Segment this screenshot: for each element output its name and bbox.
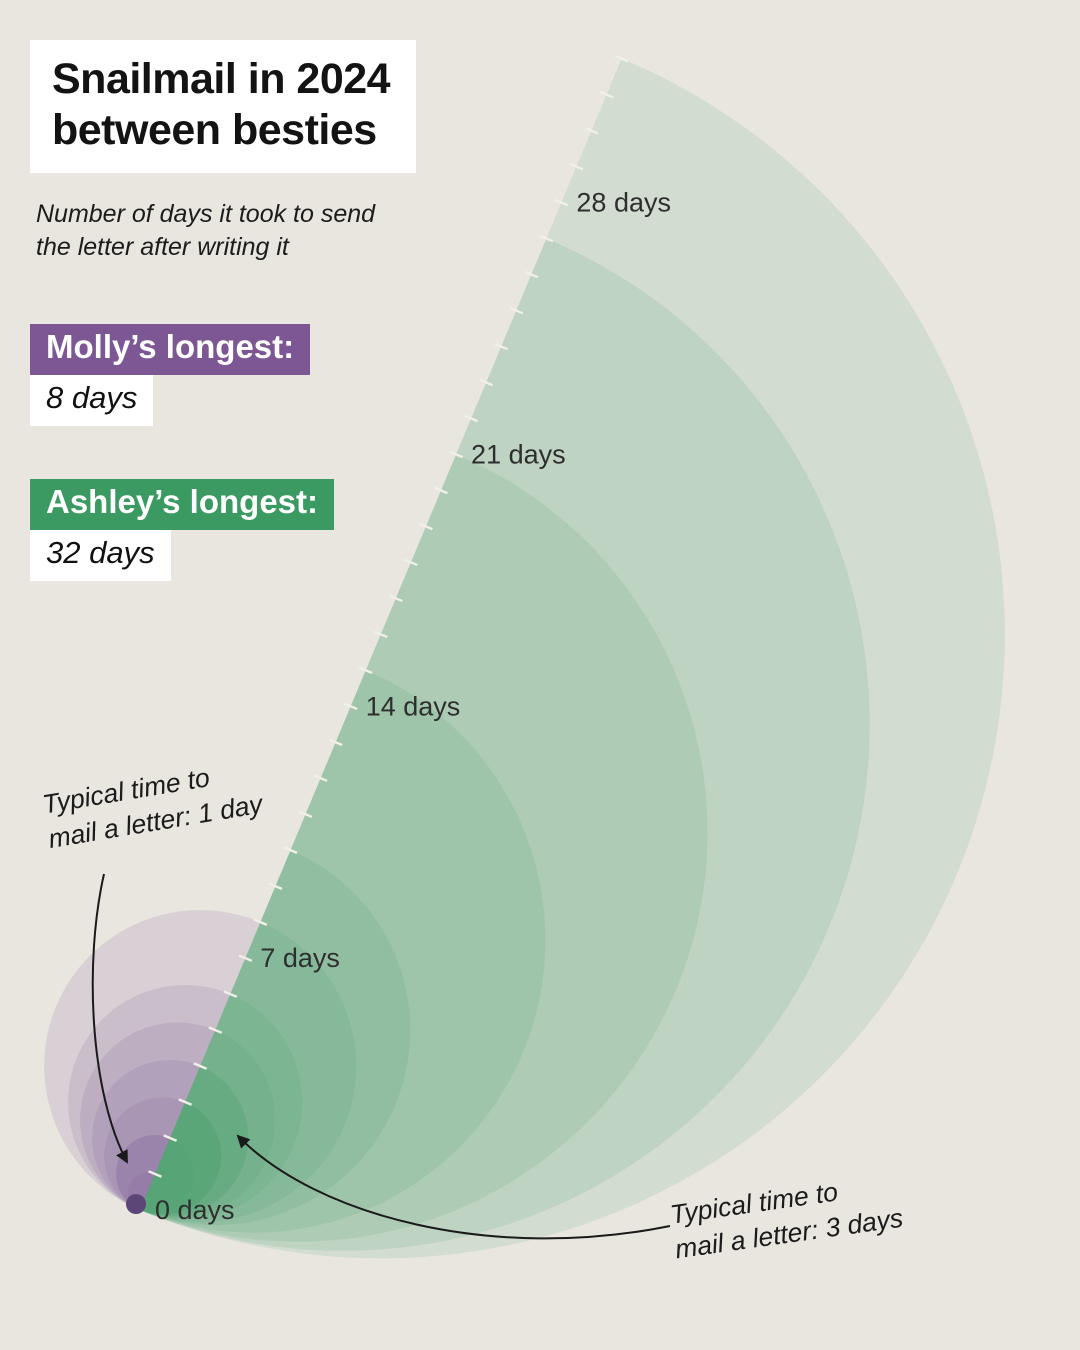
letter-disc-ashley-27d — [140, 238, 870, 1251]
letter-disc-ashley-10d — [140, 850, 411, 1226]
axis-tick-day-17 — [388, 594, 403, 603]
axis-tick-day-27 — [539, 234, 554, 243]
letter-disc-ashley-32d — [140, 58, 1005, 1259]
axis-tick-day-28 — [554, 198, 569, 207]
axis-label-0-days: 0 days — [155, 1195, 235, 1225]
letter-disc-ashley-4d — [140, 1066, 249, 1217]
axis-tick-day-13 — [328, 738, 343, 747]
axis-tick-day-19 — [419, 522, 433, 531]
axis-tick-day-2 — [163, 1134, 178, 1142]
letter-disc-molly-4d — [92, 1060, 201, 1210]
letter-disc-molly-2d — [116, 1135, 171, 1210]
axis-label-28-days: 28 days — [576, 188, 671, 218]
axis-tick-day-10 — [283, 846, 298, 855]
axis-label-7-days: 7 days — [260, 943, 340, 973]
page-title-line1: Snailmail in 2024 — [52, 55, 391, 103]
ashley-longest-label: Ashley’s longest: — [30, 479, 335, 530]
molly-longest-value: 8 days — [30, 375, 154, 426]
arrow-typical-3-days — [236, 1134, 671, 1240]
axis-tick-day-4 — [193, 1062, 208, 1070]
axis-tick-day-11 — [298, 810, 313, 819]
axis-tick-day-32 — [614, 54, 629, 63]
letter-disc-molly-3d — [104, 1097, 186, 1210]
axis-tick-day-15 — [358, 666, 373, 675]
axis-tick-day-8 — [253, 918, 268, 926]
axis-tick-day-29 — [569, 162, 584, 171]
letter-disc-ashley-21d — [140, 454, 708, 1242]
letter-disc-ashley-4d — [140, 1066, 249, 1217]
molly-longest-label: Molly’s longest: — [30, 324, 311, 375]
axis-tick-day-9 — [268, 882, 283, 890]
axis-tick-day-21 — [449, 450, 463, 459]
letter-disc-ashley-15d — [140, 670, 546, 1233]
axis-tick-day-25 — [509, 306, 524, 315]
day-axis: 0 days 7 days 14 days 21 days 28 days — [126, 54, 671, 1225]
axis-tick-day-23 — [479, 378, 494, 387]
axis-tick-day-24 — [494, 342, 509, 351]
axis-tick-day-20 — [434, 486, 448, 495]
axis-tick-day-1 — [148, 1170, 162, 1178]
axis-label-21-days: 21 days — [471, 439, 566, 469]
axis-tick-day-7 — [238, 954, 253, 962]
title-card: Snailmail in 2024 between besties — [30, 40, 417, 174]
letter-disc-molly-6d — [68, 985, 231, 1210]
axis-tick-day-6 — [223, 990, 238, 998]
letter-disc-ashley-3d — [140, 1102, 222, 1215]
letter-disc-molly-8d — [44, 910, 261, 1210]
ashley-legend: Ashley’s longest: 32 days — [30, 479, 335, 581]
letter-disc-ashley-6d — [140, 994, 303, 1220]
letter-disc-ashley-2d — [140, 1138, 195, 1214]
origin-dot — [126, 1194, 146, 1214]
subtitle-line2: the letter after writing it — [36, 233, 289, 261]
letter-disc-molly-5d — [80, 1022, 216, 1210]
axis-tick-day-18 — [403, 558, 418, 567]
axis-ticks — [148, 54, 629, 1178]
letter-disc-ashley-5d — [140, 1030, 276, 1218]
axis-tick-day-26 — [524, 270, 539, 279]
axis-tick-day-12 — [313, 774, 328, 783]
axis-tick-day-3 — [178, 1098, 193, 1106]
axis-label-14-days: 14 days — [366, 691, 461, 721]
ashley-longest-value: 32 days — [30, 530, 171, 581]
subtitle-line1: Number of days it took to send — [36, 200, 376, 228]
letter-disc-ashley-8d — [140, 922, 357, 1223]
letter-disc-ashley-3d — [140, 1102, 222, 1215]
axis-tick-day-14 — [343, 702, 358, 711]
chart-subtitle: Number of days it took to send the lette… — [36, 198, 375, 264]
molly-legend: Molly’s longest: 8 days — [30, 324, 311, 426]
annotation-arrows — [91, 873, 671, 1240]
axis-tick-day-22 — [464, 414, 479, 423]
letter-disc-molly-2d — [116, 1135, 171, 1210]
axis-tick-day-31 — [599, 90, 614, 99]
arrow-typical-1-day — [91, 873, 128, 1164]
page-title-line2: between besties — [52, 105, 377, 154]
axis-tick-day-16 — [373, 630, 388, 639]
axis-tick-day-30 — [584, 126, 599, 135]
axis-tick-day-5 — [208, 1026, 223, 1034]
